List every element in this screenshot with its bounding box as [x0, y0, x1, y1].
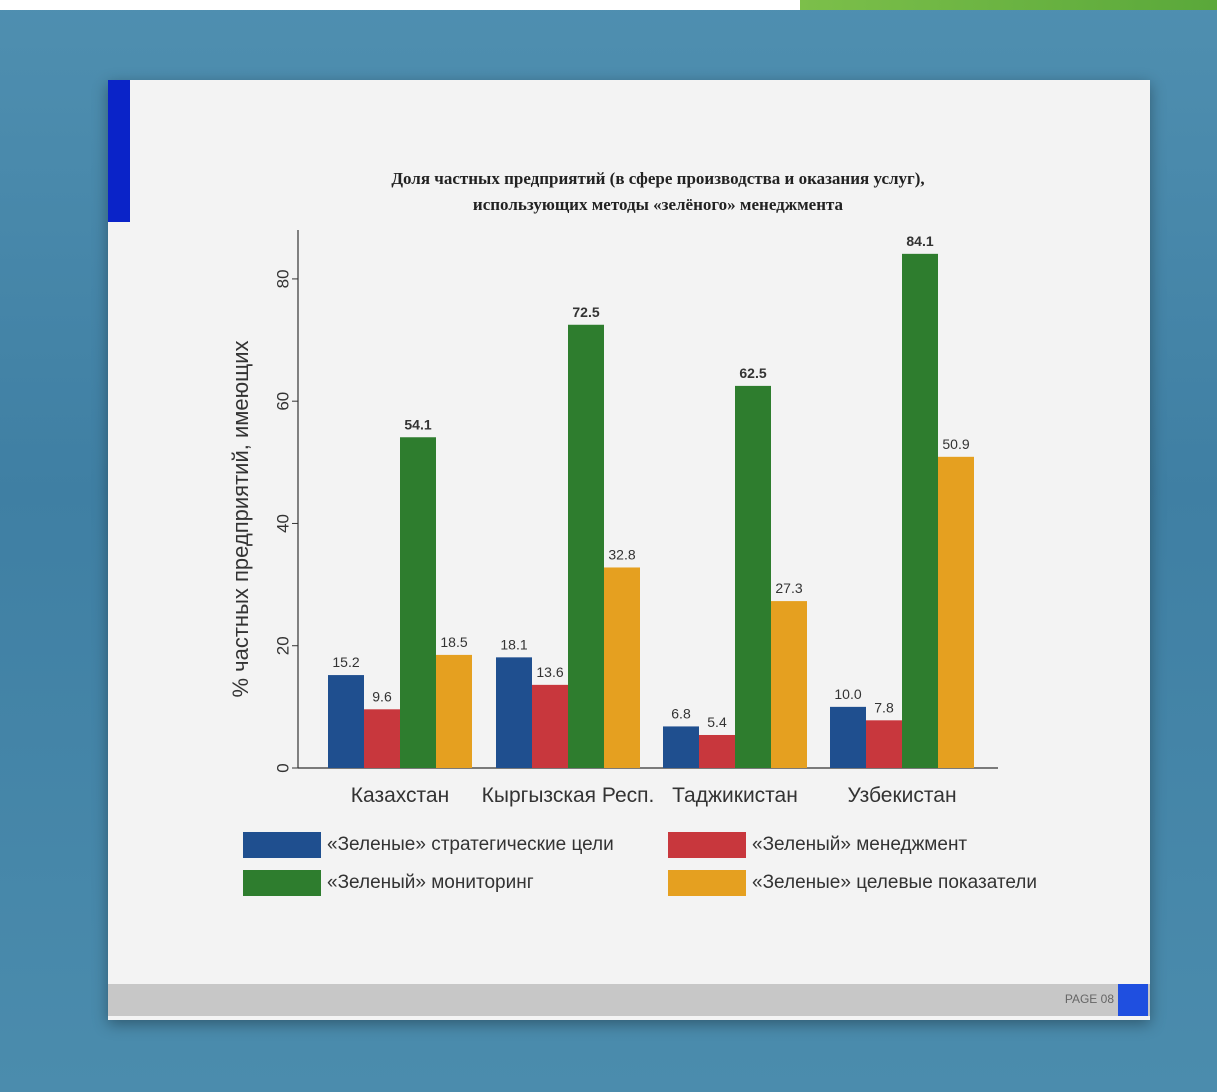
legend-item-management: «Зеленый» менеджмент [668, 832, 967, 858]
bar-chart: 0 20 40 60 80 % частных предприятий, имеющих 1… [228, 230, 998, 807]
green-corner-decoration [800, 0, 1217, 10]
y-tick-label: 60 [273, 392, 292, 411]
data-label: 72.5 [572, 304, 599, 320]
legend-label-strategic: «Зеленые» стратегические цели [327, 834, 614, 855]
legend-swatch-strategic [243, 832, 321, 858]
bar [400, 437, 436, 768]
bar [830, 706, 866, 768]
y-tick-label: 40 [273, 514, 292, 533]
slide: Доля частных предприятий (в сфере произв… [108, 80, 1150, 1020]
data-label: 54.1 [404, 416, 431, 432]
bar [532, 684, 568, 768]
legend-item-strategic: «Зеленые» стратегические цели [243, 832, 614, 858]
page-number: PAGE 08 [1064, 992, 1114, 1006]
y-tick-label: 20 [273, 636, 292, 655]
data-label: 62.5 [739, 365, 766, 381]
legend-label-management: «Зеленый» менеджмент [752, 834, 968, 855]
bar [364, 709, 400, 768]
data-label: 18.1 [500, 636, 527, 652]
data-label: 10.0 [834, 686, 861, 702]
legend-label-targets: «Зеленые» целевые показатели [752, 872, 1037, 893]
bar [902, 253, 938, 768]
data-label: 5.4 [707, 714, 727, 730]
data-label: 6.8 [671, 705, 691, 721]
accent-bar-bottom [1118, 984, 1148, 1016]
chart-title-line-2: использующих методы «зелёного» менеджмен… [472, 195, 844, 214]
legend-swatch-monitoring [243, 870, 321, 896]
chart-title: Доля частных предприятий (в сфере произв… [258, 166, 1058, 218]
legend-swatch-management [668, 832, 746, 858]
bar [663, 726, 699, 768]
legend-swatch-targets [668, 870, 746, 896]
x-tick-label: Кыргызская Респ. [482, 784, 655, 807]
data-label: 84.1 [906, 233, 933, 249]
data-label: 15.2 [332, 654, 359, 670]
data-label: 9.6 [372, 688, 392, 704]
bar [604, 567, 640, 768]
legend-label-monitoring: «Зеленый» мониторинг [327, 872, 534, 893]
x-tick-label: Казахстан [351, 784, 449, 807]
data-label: 7.8 [874, 699, 894, 715]
legend-item-monitoring: «Зеленый» мониторинг [243, 870, 534, 896]
y-axis-label: % частных предприятий, имеющих [228, 340, 253, 697]
data-label: 50.9 [942, 436, 969, 452]
bar [866, 720, 902, 768]
legend-item-targets: «Зеленые» целевые показатели [668, 870, 1037, 896]
y-tick-label: 0 [273, 763, 292, 772]
bar [771, 601, 807, 768]
chart-title-line-1: Доля частных предприятий (в сфере произв… [391, 169, 925, 188]
bar [436, 654, 472, 768]
y-tick-label: 80 [273, 269, 292, 288]
bar [568, 324, 604, 768]
bar [699, 734, 735, 768]
x-tick-label: Узбекистан [847, 784, 956, 807]
bottom-bar [108, 984, 1150, 1016]
data-label: 32.8 [608, 546, 635, 562]
bar [328, 675, 364, 768]
bar [938, 456, 974, 768]
top-strip [0, 0, 1217, 10]
x-tick-label: Таджикистан [672, 784, 798, 807]
data-label: 13.6 [536, 664, 563, 680]
accent-bar-top [108, 80, 130, 222]
bar [496, 657, 532, 768]
bar [735, 385, 771, 768]
data-label: 27.3 [775, 580, 802, 596]
data-label: 18.5 [440, 634, 467, 650]
